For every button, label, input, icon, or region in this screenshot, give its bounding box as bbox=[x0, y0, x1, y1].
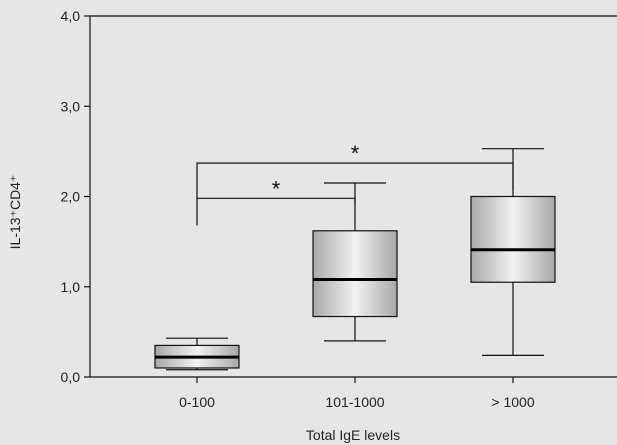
x-tick-label: 101-1000 bbox=[325, 394, 384, 410]
significance-brackets: ** bbox=[196, 141, 514, 226]
y-axis: 0,0 1,0 2,0 3,0 4,0 bbox=[61, 8, 91, 385]
box-1000 bbox=[470, 148, 556, 356]
y-axis-title: IL-13⁺CD4⁺ bbox=[7, 175, 23, 250]
y-tick-label: 4,0 bbox=[61, 8, 81, 24]
box-101-1000 bbox=[312, 182, 398, 342]
x-axis: 0-100 101-1000 > 1000 bbox=[90, 376, 617, 410]
y-tick-label: 1,0 bbox=[61, 279, 81, 295]
significance-bracket: * bbox=[196, 176, 356, 226]
y-tick-label: 0,0 bbox=[61, 369, 81, 385]
x-axis-title: Total IgE levels bbox=[306, 427, 400, 443]
significance-bracket: * bbox=[196, 141, 514, 199]
iqr-box bbox=[470, 195, 556, 283]
boxes bbox=[154, 148, 556, 371]
iqr-box bbox=[312, 230, 398, 318]
x-tick-label: > 1000 bbox=[491, 394, 534, 410]
box-0-100 bbox=[154, 337, 240, 371]
y-tick-label: 2,0 bbox=[61, 189, 81, 205]
bracket-line bbox=[196, 162, 514, 199]
significance-star: * bbox=[272, 176, 281, 201]
x-tick-label: 0-100 bbox=[179, 394, 215, 410]
bracket-line bbox=[196, 197, 356, 226]
y-tick-label: 3,0 bbox=[61, 98, 81, 114]
significance-star: * bbox=[351, 141, 360, 166]
